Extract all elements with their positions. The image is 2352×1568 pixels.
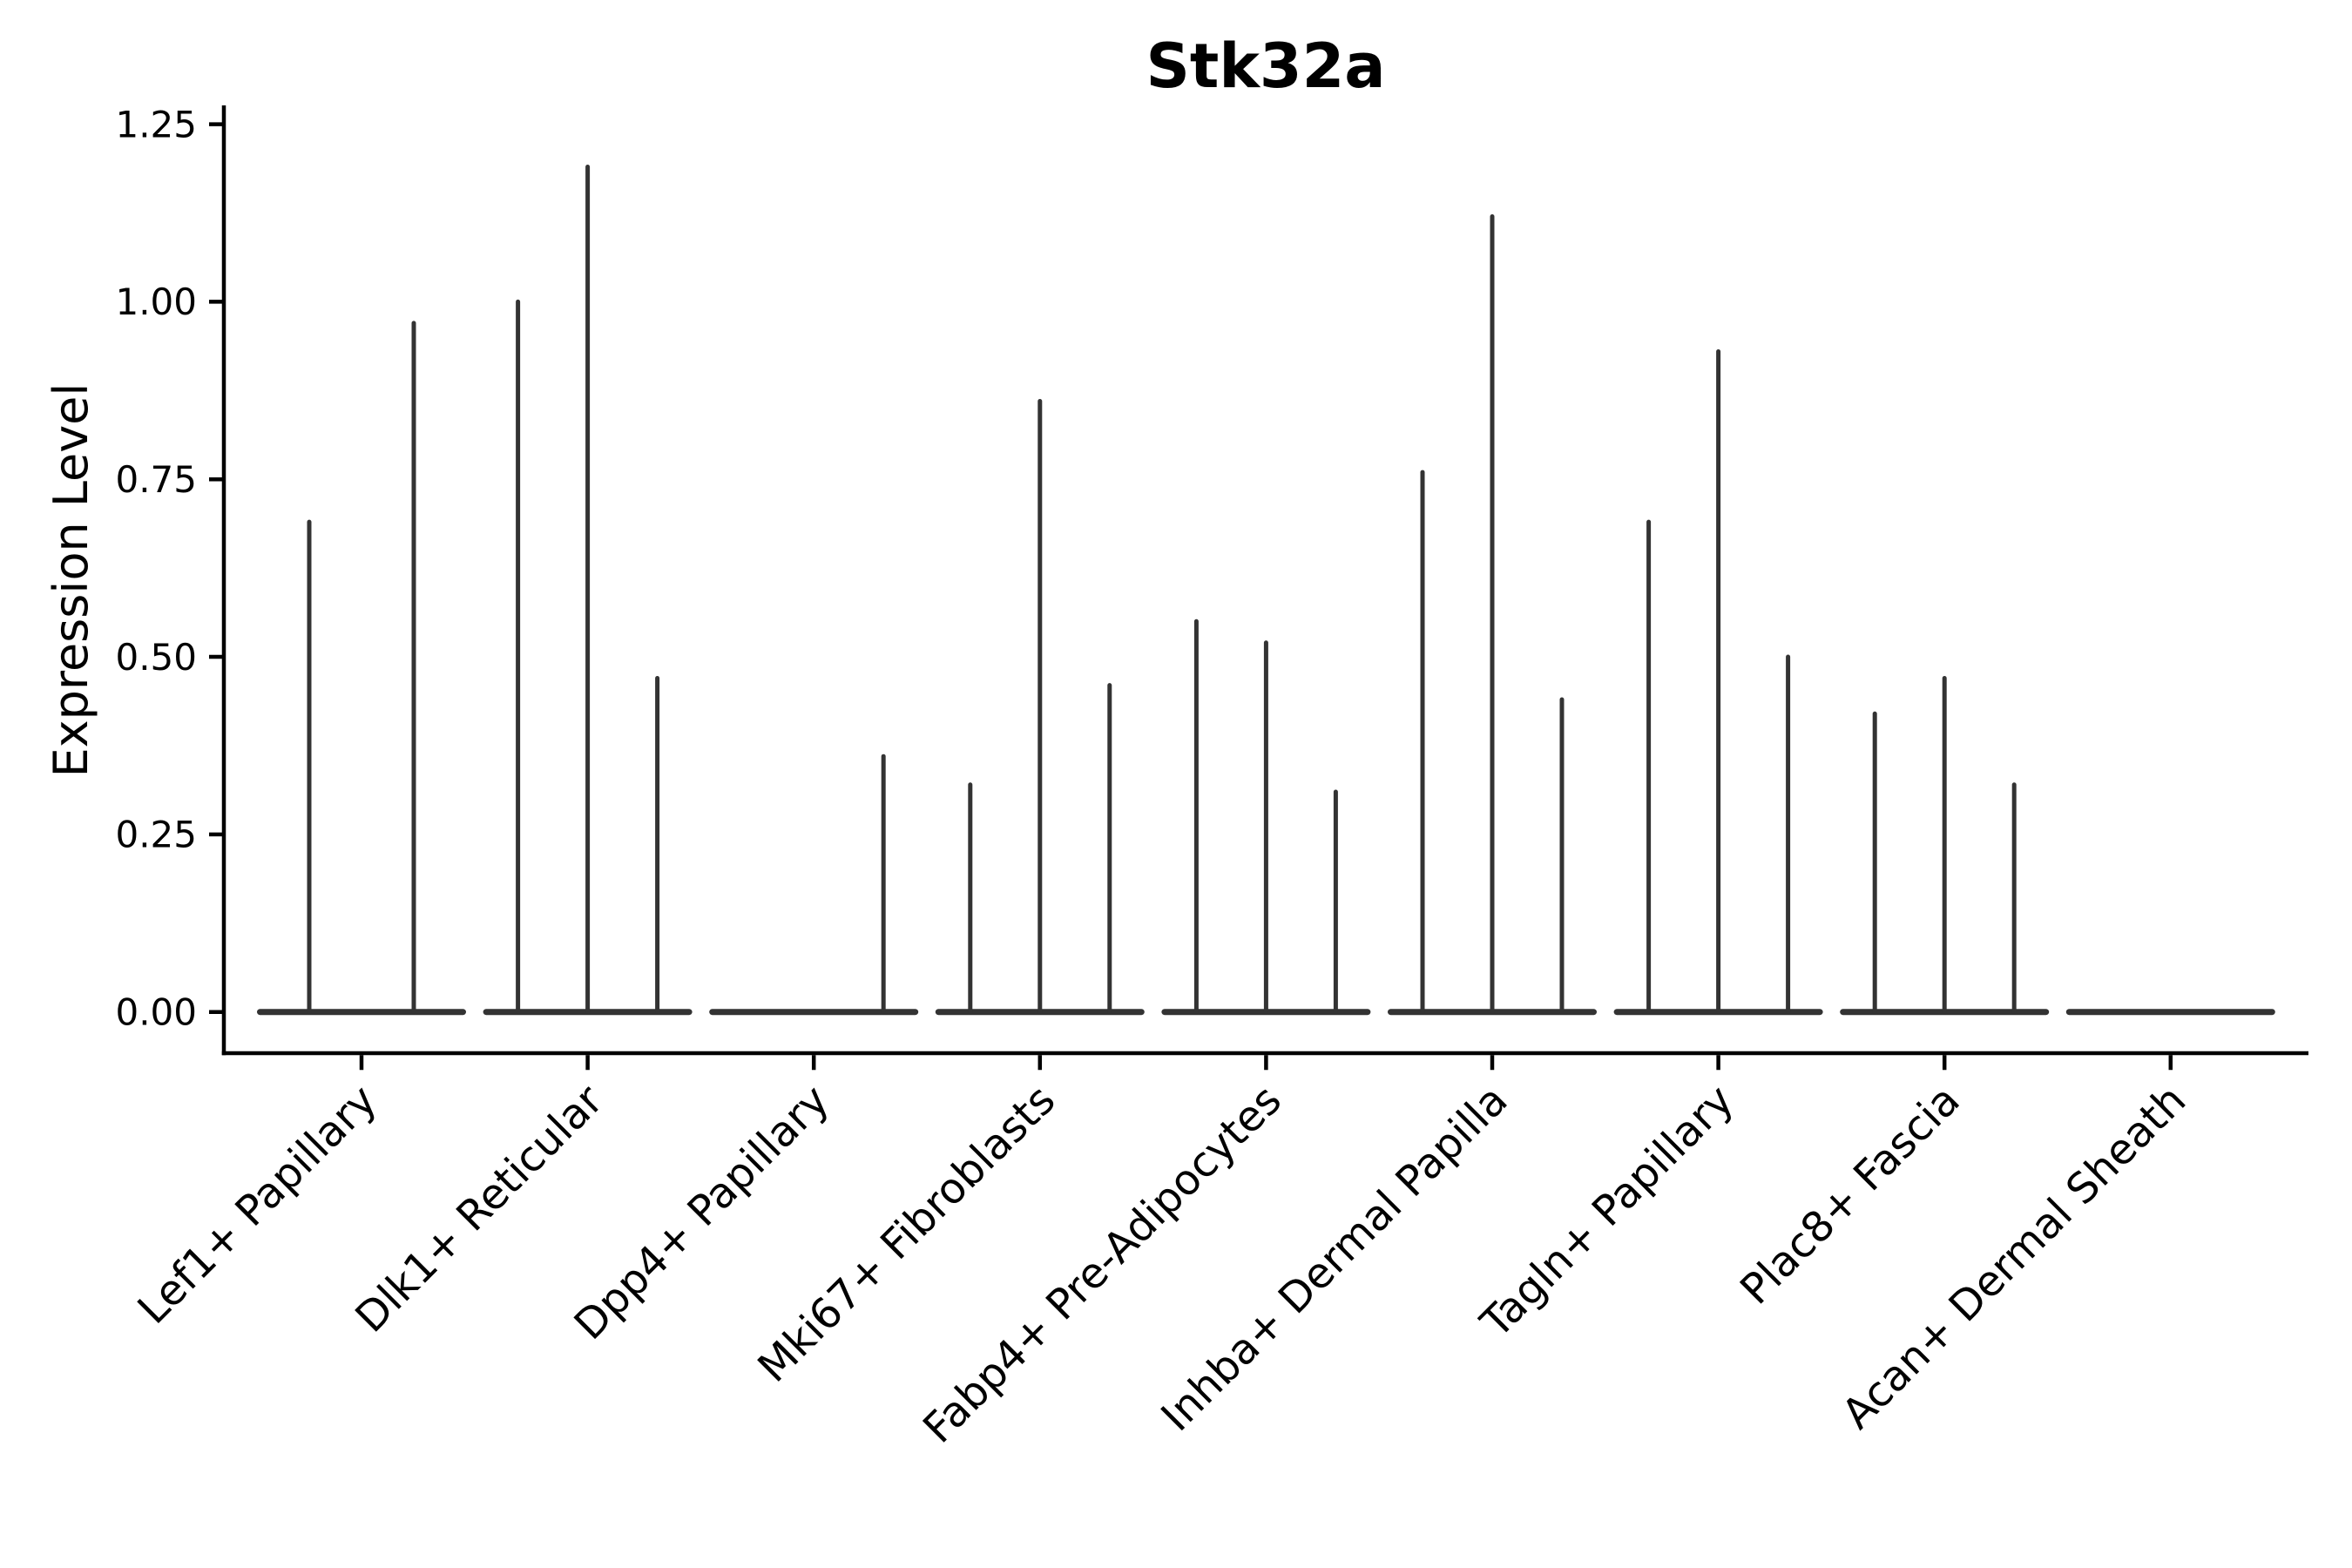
y-tick-label: 0.75 — [115, 458, 197, 501]
violin-baseline — [2065, 1009, 2275, 1016]
y-tick-label: 0.25 — [115, 814, 197, 856]
y-tick-label: 1.00 — [115, 280, 197, 323]
y-tick-label: 1.25 — [115, 103, 197, 145]
y-tick-label: 0.00 — [115, 990, 197, 1033]
violin-baseline — [709, 1009, 919, 1016]
y-axis-label: Expression Level — [44, 383, 98, 778]
violin-baseline — [257, 1009, 466, 1016]
chart-title: Stk32a — [1146, 30, 1385, 102]
y-tick-label: 0.50 — [115, 636, 197, 679]
